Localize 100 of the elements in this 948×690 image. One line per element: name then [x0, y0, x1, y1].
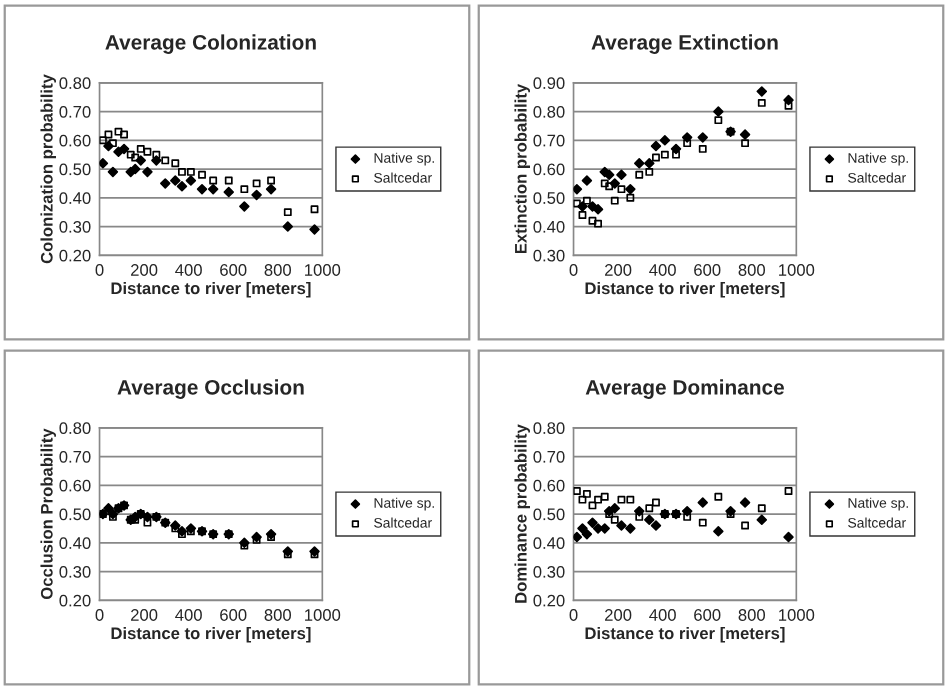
y-tick-label: 0.30: [533, 565, 565, 578]
y-tick-label: 0.70: [533, 450, 565, 463]
point: [577, 201, 588, 212]
point: [783, 531, 794, 543]
point: [239, 201, 250, 212]
point: [573, 183, 583, 195]
y-tick-label: 0.50: [533, 508, 565, 521]
point: [103, 503, 114, 514]
y-tick-label: 0.20: [59, 594, 91, 607]
y-tick-label: 0.60: [59, 479, 91, 492]
y-tick-label: 0.20: [59, 249, 91, 262]
point: [581, 175, 593, 186]
point: [644, 158, 655, 169]
point: [151, 155, 162, 166]
chart-title: Average Extinction: [591, 34, 778, 54]
x-tick-label: 1000: [779, 609, 815, 621]
x-axis-title: Distance to river [meters]: [111, 626, 311, 643]
x-tick-label: 0: [569, 609, 578, 621]
x-tick-label: 800: [738, 264, 766, 276]
y-tick-label: 0.70: [533, 134, 565, 147]
point: [587, 517, 598, 528]
point: [142, 511, 153, 523]
point: [135, 155, 146, 166]
point: [207, 183, 219, 195]
x-tick-label: 1000: [779, 264, 815, 276]
y-tick-label: 0.60: [533, 479, 565, 492]
x-tick-label: 0: [95, 264, 104, 276]
x-tick-label: 200: [131, 264, 158, 276]
y-tick-label: 0.40: [533, 220, 565, 233]
point: [713, 106, 724, 117]
x-tick-label: 600: [694, 264, 721, 276]
x-tick-label: 200: [131, 609, 158, 621]
x-tick-label: 400: [649, 264, 676, 276]
x-tick-label: 1000: [305, 609, 341, 621]
x-axis-title: Distance to river [meters]: [111, 281, 311, 298]
point: [573, 531, 583, 543]
x-tick-label: 0: [95, 609, 104, 621]
point: [223, 186, 234, 198]
point: [634, 505, 645, 517]
point: [634, 158, 645, 169]
point: [142, 166, 153, 178]
point: [625, 183, 636, 195]
point: [118, 143, 130, 155]
point: [725, 505, 736, 517]
point: [609, 178, 620, 189]
y-axis-title: Dominance probability: [514, 424, 530, 603]
point: [103, 140, 114, 152]
y-tick-label: 0.50: [59, 508, 91, 521]
y-tick-label: 0.70: [59, 105, 91, 118]
point: [713, 526, 724, 537]
point: [282, 221, 294, 232]
x-tick-label: 400: [649, 609, 676, 621]
point: [170, 175, 181, 186]
point: [581, 528, 593, 540]
point: [107, 166, 119, 178]
point: [107, 508, 119, 520]
x-tick-label: 600: [694, 609, 721, 621]
y-tick-label: 0.20: [533, 594, 565, 607]
x-tick-label: 0: [569, 264, 578, 276]
x-tick-label: 800: [738, 609, 766, 621]
point: [650, 140, 662, 152]
y-axis-title: Colonization probability: [40, 74, 56, 264]
y-tick-label: 0.30: [533, 249, 565, 262]
point: [160, 178, 171, 189]
point: [265, 183, 277, 195]
point: [644, 514, 655, 526]
x-tick-label: 1000: [305, 264, 341, 276]
x-tick-label: 600: [220, 264, 247, 276]
point: [697, 132, 708, 143]
y-tick-label: 0.50: [59, 163, 91, 176]
y-tick-label: 0.40: [59, 537, 91, 549]
y-tick-label: 0.50: [533, 192, 565, 204]
x-tick-label: 600: [220, 609, 247, 621]
x-tick-label: 400: [175, 264, 202, 276]
x-tick-label: 400: [175, 609, 202, 621]
y-axis-title: Extinction probability: [514, 83, 530, 254]
point: [681, 132, 693, 143]
point: [681, 505, 693, 517]
point: [609, 503, 620, 514]
point: [265, 528, 277, 540]
y-tick-label: 0.80: [59, 77, 91, 89]
y-tick-label: 0.60: [59, 134, 91, 147]
point: [616, 520, 627, 531]
point: [670, 143, 682, 155]
chart-title: Average Occlusion: [117, 379, 304, 399]
point: [196, 183, 208, 195]
point: [251, 189, 262, 201]
y-tick-label: 0.40: [533, 537, 565, 549]
point: [625, 523, 636, 534]
y-tick-label: 0.60: [533, 163, 565, 176]
point: [783, 94, 794, 106]
y-tick-label: 0.80: [533, 422, 565, 434]
y-tick-label: 0.70: [59, 450, 91, 463]
y-tick-label: 0.30: [59, 565, 91, 578]
point: [577, 523, 588, 534]
y-tick-label: 0.90: [533, 77, 565, 89]
y-tick-label: 0.80: [59, 422, 91, 434]
point: [739, 129, 751, 140]
x-tick-label: 800: [264, 264, 292, 276]
y-tick-label: 0.40: [59, 192, 91, 204]
